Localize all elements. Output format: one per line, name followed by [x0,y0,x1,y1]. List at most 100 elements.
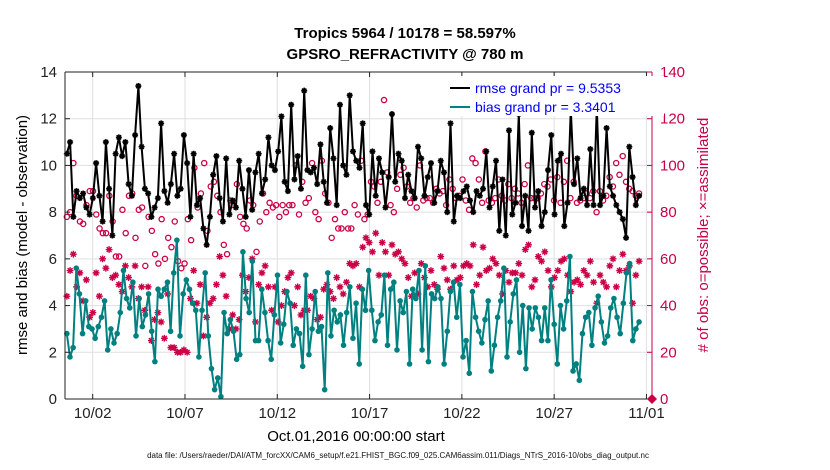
bias-point [321,386,328,393]
rmse-point-core [572,182,576,186]
bias-point [155,286,161,293]
obs-assimilated-point [141,306,149,314]
bias-point [419,347,425,353]
obs-possible-point [243,225,250,232]
rmse-point-core [315,182,319,186]
rmse-point-core [130,193,134,198]
legend-rmse-label: rmse grand pr = 9.5353 [475,80,621,96]
bias-point [422,263,429,269]
rmse-point-core [458,196,463,200]
rmse-point-core [117,135,121,140]
bias-point [365,267,372,274]
bias-point [337,312,344,318]
bias-point [224,330,230,337]
bias-point [350,335,356,342]
obs-assimilated-point [606,262,614,270]
obs-assimilated-point [193,299,201,307]
obs-possible-point [99,229,107,237]
rmse-point-core [542,210,547,214]
obs-assimilated-point [551,274,558,281]
obs-assimilated-point [69,250,77,258]
bias-point [475,328,482,335]
rmse-point-core [627,144,632,149]
rmse-point-core [529,130,534,135]
obs-possible-point [406,199,414,207]
bias-point [472,314,479,321]
x-tick-label-10/22: 10/22 [443,405,481,422]
rmse-point-core [474,189,479,193]
obs-possible-point [295,211,303,218]
obs-assimilated-point [326,288,334,295]
obs-assimilated-point [502,267,510,274]
obs-possible-point [276,213,283,221]
obs-assimilated-point [437,253,445,260]
rmse-point-core [273,168,277,172]
bias-point [199,307,205,314]
rmse-point-core [321,179,326,184]
bias-point [268,356,275,363]
bias-point [482,316,488,323]
bias-point [328,333,334,339]
bias-point [218,393,224,400]
rmse-point-core [533,205,537,210]
obs-assimilated-point [274,318,282,326]
obs-assimilated-point [216,253,224,260]
rmse-point-core [614,203,619,207]
obs-assimilated-point [284,274,292,281]
rmse-point-core [78,196,82,200]
rmse-point-core [507,128,511,133]
rmse-point-core [338,102,342,107]
bias-point [318,323,325,330]
rmse-point-core [591,203,596,207]
rmse-point-core [136,84,141,88]
bias-point [243,295,249,302]
rmse-point-core [146,191,150,196]
rmse-point-core [295,154,300,158]
obs-assimilated-point [105,246,113,253]
rmse-point-core [299,186,303,191]
y-left-tick-label-6: 6 [49,251,57,268]
bias-point [519,302,526,309]
obs-assimilated-point [369,248,376,256]
obs-possible-point [593,208,600,216]
obs-possible-point [334,225,342,232]
bias-point [347,284,353,290]
rmse-point-core [292,177,297,182]
obs-assimilated-point [456,274,464,281]
rmse-point-core [347,93,352,98]
obs-assimilated-point [258,269,266,277]
obs-assimilated-point [375,271,383,279]
bias-point [296,330,303,337]
bias-point [447,288,454,295]
rmse-point-core [334,203,339,207]
obs-assimilated-point [586,257,594,265]
rmse-point-core [598,203,602,207]
bias-point [287,300,293,307]
bias-point [601,340,608,346]
rmse-point-core [393,179,398,184]
obs-possible-point [210,178,218,186]
rmse-point-core [487,205,492,210]
bias-point [255,337,262,344]
rmse-point-core [630,175,635,179]
bias-point [409,286,416,293]
obs-assimilated-point [499,290,506,298]
obs-possible-point [393,185,401,193]
bias-point [114,330,120,337]
bias-point [277,340,284,346]
obs-assimilated-point [557,257,565,265]
rmse-point-core [351,149,355,154]
rmse-point-core [367,212,372,217]
rmse-point-core [611,193,615,198]
rmse-point-core [139,144,144,149]
obs-assimilated-point [219,271,227,279]
rmse-point-core [234,205,238,210]
bias-point [148,328,155,335]
rmse-point-core [65,151,69,156]
bias-point [73,265,80,272]
rmse-point-core [549,133,554,137]
obs-assimilated-point [440,264,448,272]
rmse-point-core [468,198,472,203]
obs-assimilated-point [186,295,194,302]
obs-possible-point [619,152,626,160]
